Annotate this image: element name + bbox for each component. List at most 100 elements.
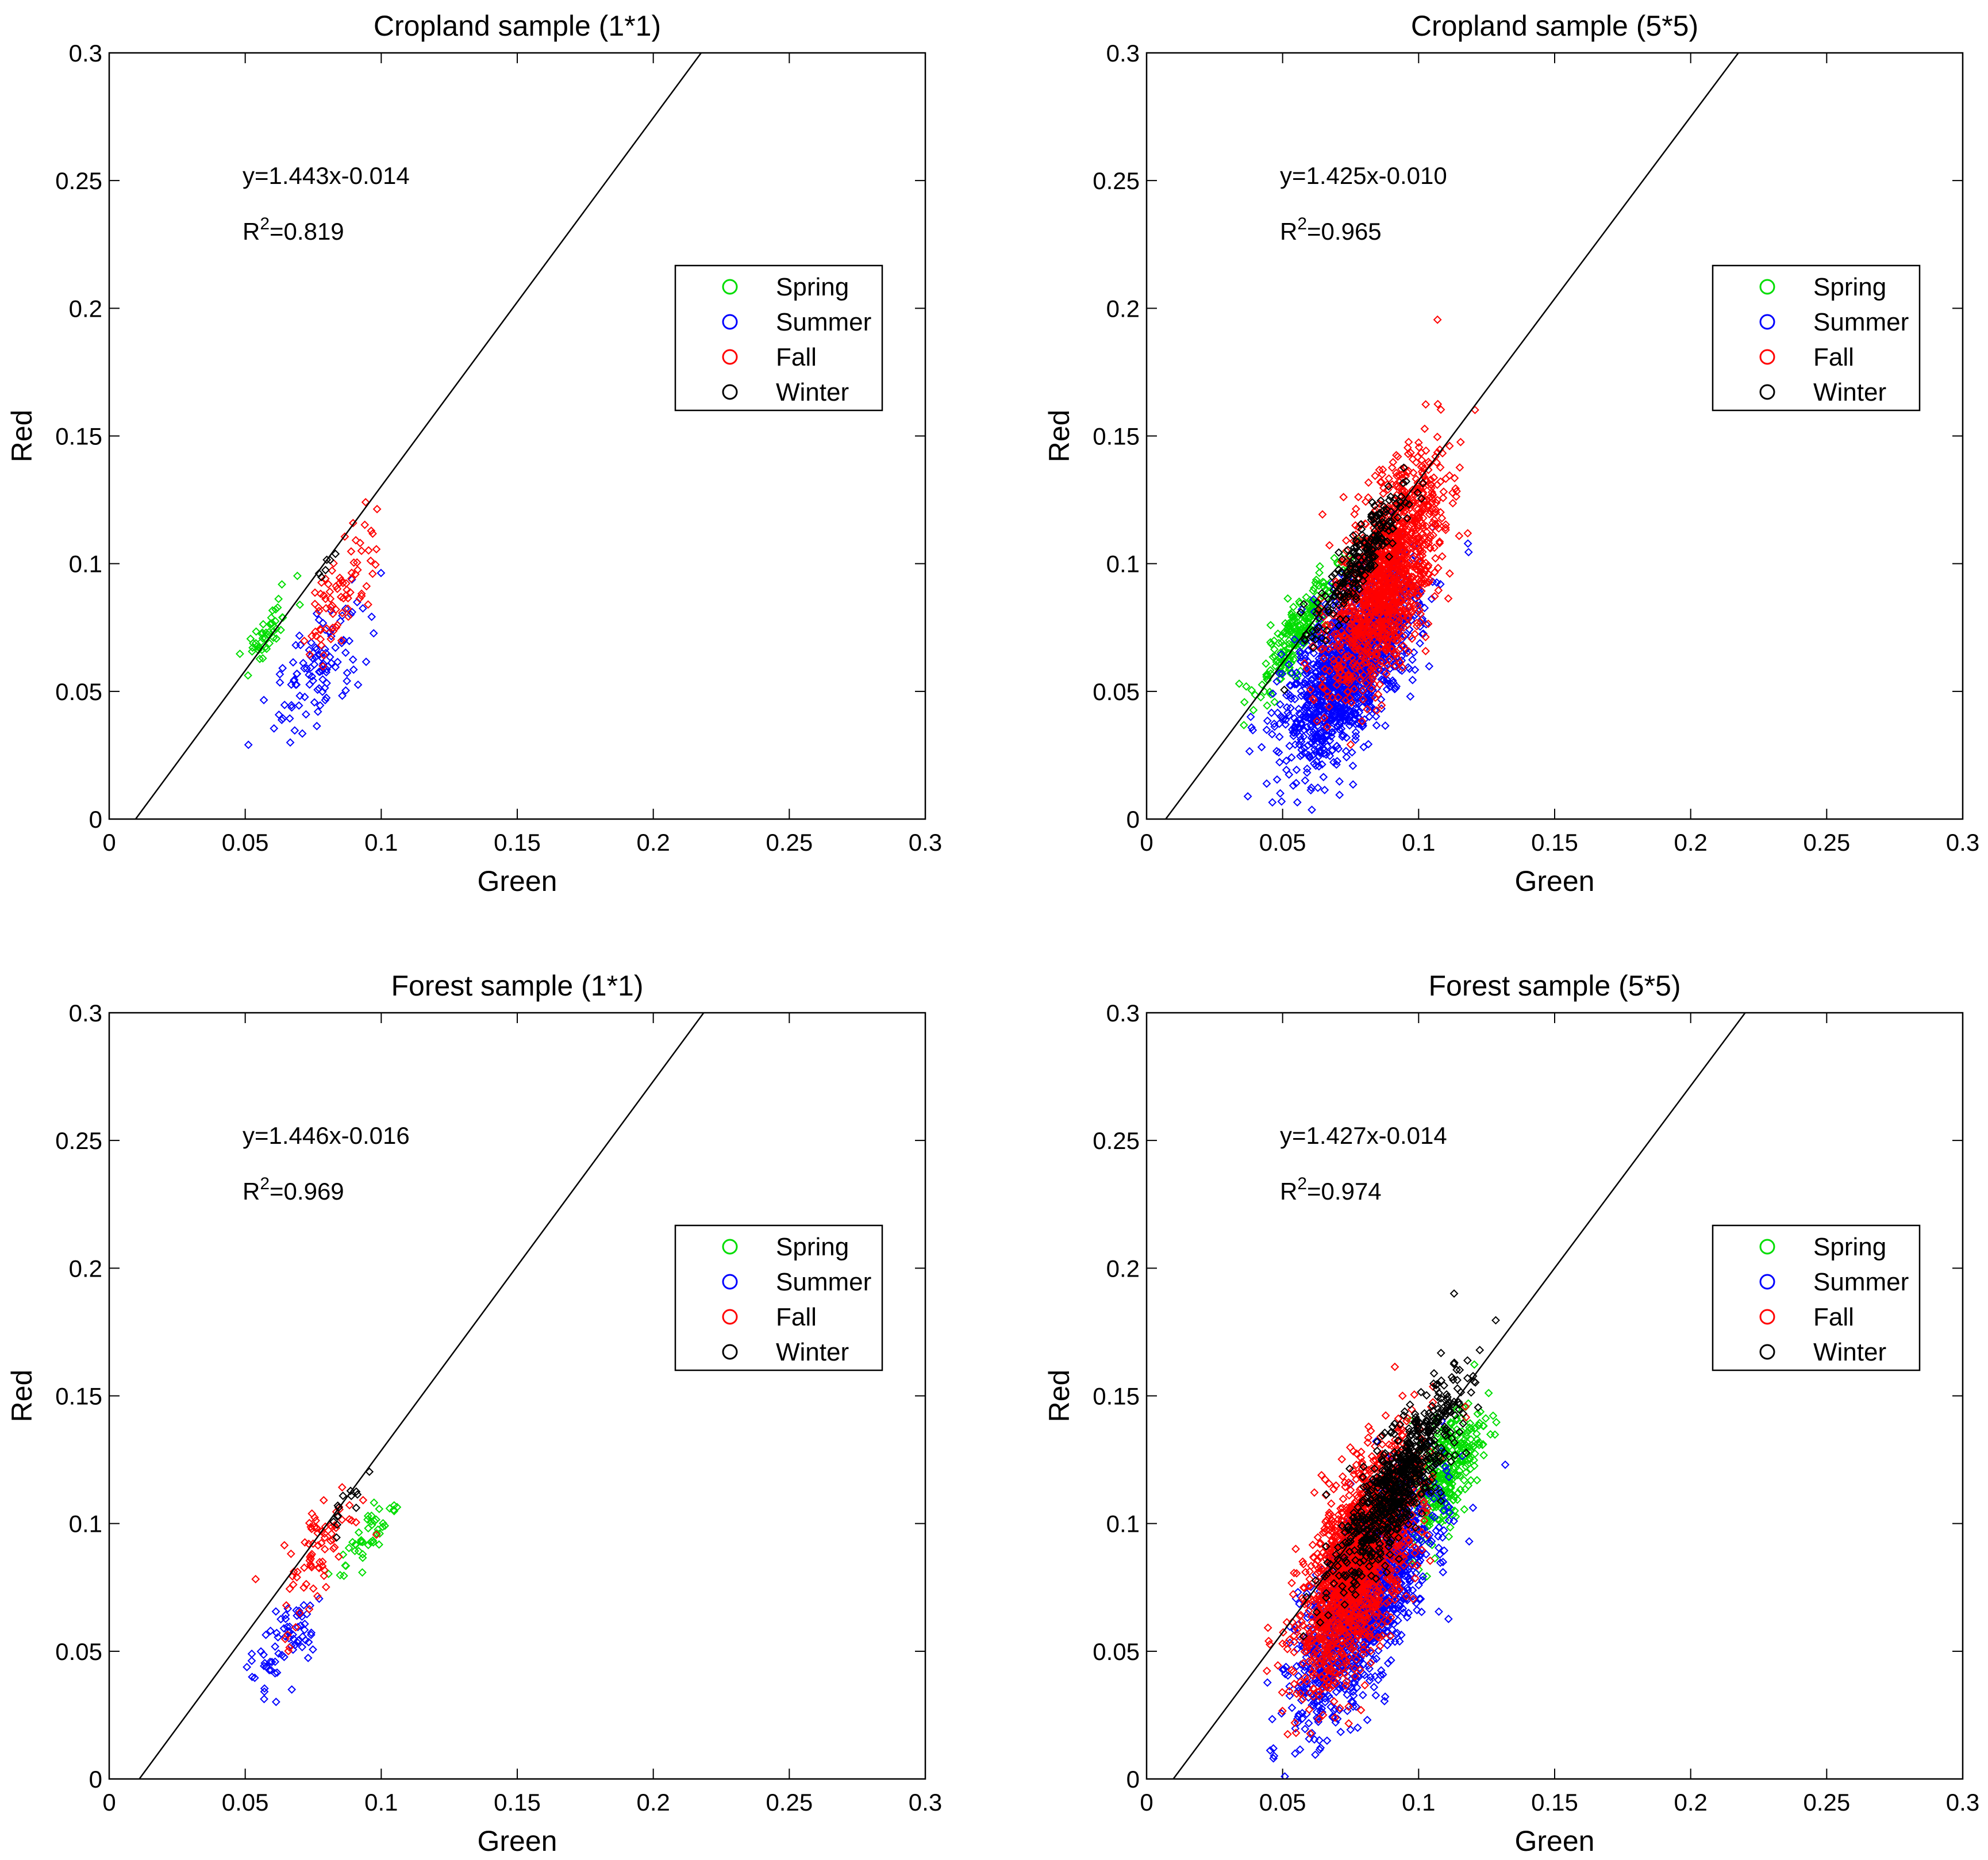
scatter-point [1425,662,1434,671]
scatter-point [368,569,377,578]
scatter-point [266,1626,275,1635]
scatter-point [1263,716,1272,725]
scatter-point [1348,654,1357,662]
scatter-point [257,637,266,647]
scatter-point [1415,1594,1424,1603]
scatter-point [1406,605,1415,614]
scatter-point [1385,538,1394,547]
scatter-point [1402,515,1411,524]
scatter-point [319,1496,328,1505]
scatter-point [1342,752,1351,762]
scatter-point [272,1668,282,1677]
scatter-point [311,652,320,662]
scatter-point [1414,499,1423,508]
scatter-point [1450,1507,1459,1515]
scatter-point [1335,790,1344,800]
scatter-point [274,1632,283,1642]
scatter-point [1367,512,1376,521]
scatter-point [1329,609,1338,618]
scatter-point [1358,530,1367,539]
scatter-point [337,1515,347,1524]
scatter-point [1325,702,1333,711]
scatter-point [1371,471,1380,481]
scatter-point [1381,721,1390,730]
scatter-point [1309,643,1318,652]
scatter-point [1317,633,1326,643]
scatter-point [1381,551,1390,560]
scatter-point [295,1608,304,1617]
scatter-point [1382,670,1391,679]
x-axis-label: Green [478,1825,557,1857]
scatter-point [367,1517,376,1526]
scatter-point [1443,1468,1451,1477]
scatter-point [1289,623,1298,632]
scatter-point [1429,473,1439,482]
scatter-point [235,650,244,658]
scatter-point [1322,626,1331,635]
scatter-point [1310,1735,1319,1744]
scatter-point [307,1563,316,1572]
scatter-point [1394,618,1403,627]
scatter-point [1308,805,1316,814]
scatter-point [1334,674,1343,683]
scatter-point [1441,523,1450,532]
panel-1: Cropland sample (1*1)0 0.05 0.1 0.15 0.2 0.25… [6,10,942,897]
scatter-point [1383,571,1392,580]
scatter-point [1375,660,1385,670]
scatter-point [1356,667,1365,676]
y-tick-label: 0.1 [69,551,102,578]
scatter-point [1370,518,1379,528]
scatter-point [1383,619,1392,628]
scatter-point [1372,706,1382,715]
scatter-point [1299,617,1309,626]
scatter-point [1452,1414,1461,1423]
x-tick-label: 0.1 [364,829,398,856]
scatter-point [1412,561,1421,570]
scatter-point [1403,449,1413,459]
scatter-point [293,669,302,678]
scatter-point [1475,1440,1484,1450]
scatter-point [1301,709,1310,718]
scatter-point [1435,537,1444,546]
scatter-point [312,1523,321,1532]
scatter-point [1427,487,1436,497]
scatter-point [1416,577,1425,586]
scatter-points [235,498,386,750]
legend-marker-fall [722,1309,738,1325]
x-tick-label: 0.1 [1402,1789,1435,1816]
scatter-point [1306,607,1315,616]
scatter-point [299,1601,309,1610]
scatter-point [1319,773,1328,782]
scatter-point [285,1643,294,1652]
scatter-point [1411,541,1420,551]
scatter-point [320,1544,329,1554]
scatter-point [1401,566,1410,575]
scatter-point [305,680,314,689]
scatter-point [307,672,317,681]
scatter-point [313,1592,322,1601]
scatter-point [1421,620,1431,629]
scatter-point [1270,719,1279,728]
scatter-point [1276,712,1285,721]
scatter-point [1349,1691,1358,1700]
scatter-point [1409,648,1418,657]
scatter-point [1417,463,1426,471]
scatter-point [1440,1546,1449,1555]
scatter-point [317,1539,326,1548]
scatter-point [1360,585,1368,594]
scatter-point [1337,555,1347,564]
scatter-point [330,1543,339,1552]
scatter-point [1439,1567,1448,1577]
scatter-point [1366,647,1375,656]
y-axis-label: Red [1043,410,1075,463]
scatter-point [1462,1468,1471,1477]
scatter-point [1460,1439,1469,1448]
scatter-point [1421,400,1431,409]
scatter-point [1441,525,1450,535]
scatter-point [1351,568,1360,577]
scatter-point [1403,570,1412,579]
legend-marker-summer [722,1274,738,1290]
scatter-point [1418,521,1427,530]
scatter-point [1317,697,1326,706]
